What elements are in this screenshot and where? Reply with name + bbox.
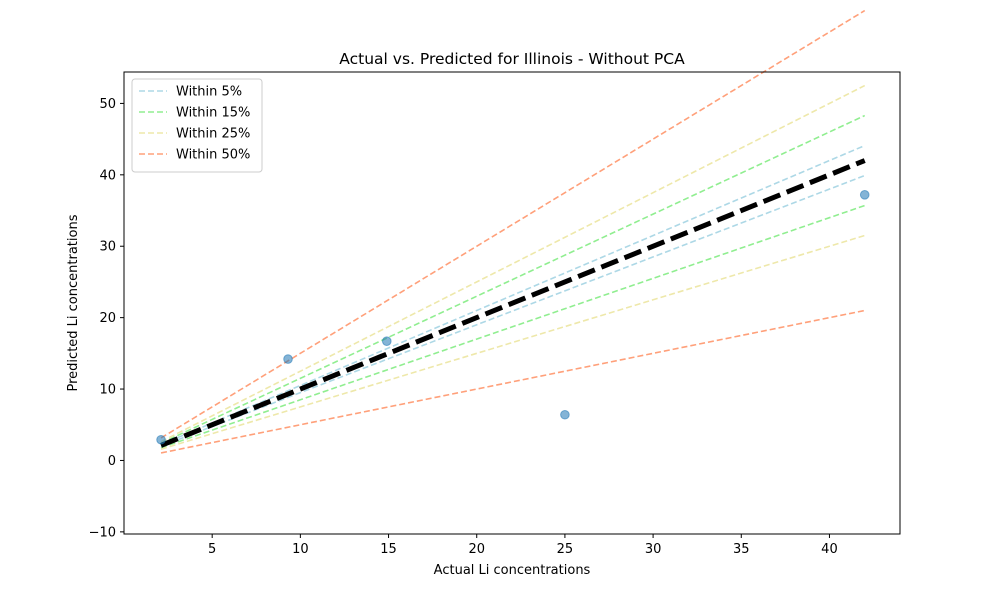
- plot-frame: [123, 71, 901, 535]
- legend-label-3: Within 50%: [176, 148, 250, 163]
- x-axis: 5 10 15 20 25 30 35 40: [208, 534, 838, 557]
- legend-label-1: Within 15%: [176, 106, 250, 121]
- chart-title: Actual vs. Predicted for Illinois - With…: [339, 50, 685, 68]
- band-line-2-lower: [160, 234, 865, 450]
- y-tick-label-1: 0: [108, 454, 116, 469]
- x-tick-label-3: 20: [468, 542, 485, 557]
- data-point-2: [381, 336, 392, 347]
- y-tick-label-0: −10: [89, 525, 116, 540]
- y-tick-label-4: 30: [99, 240, 116, 255]
- x-tick-label-0: 5: [208, 542, 216, 557]
- x-tick-label-5: 30: [645, 542, 662, 557]
- band-line-2-upper: [160, 84, 866, 443]
- band-line-3-lower: [160, 309, 865, 454]
- y-tick-label-2: 10: [99, 383, 116, 398]
- x-tick-label-6: 35: [733, 542, 750, 557]
- legend-label-0: Within 5%: [176, 85, 242, 100]
- band-line-1-lower: [160, 204, 865, 449]
- band-line-0-upper: [160, 144, 866, 446]
- y-axis: −10 0 10 20 30 40 50: [89, 97, 124, 540]
- legend: Within 5% Within 15% Within 25% Within 50%: [131, 78, 263, 173]
- x-tick-label-7: 40: [821, 542, 838, 557]
- band-line-1-upper: [160, 114, 866, 444]
- plot-area: [156, 9, 870, 454]
- legend-label-2: Within 25%: [176, 127, 250, 142]
- x-tick-label-4: 25: [557, 542, 574, 557]
- data-point-1: [283, 354, 293, 364]
- y-axis-label: Predicted Li concentrations: [66, 214, 81, 391]
- legend-box: [131, 78, 263, 173]
- y-tick-label-5: 40: [99, 168, 116, 183]
- ideal-fit-line: [160, 158, 866, 448]
- y-tick-label-6: 50: [99, 97, 116, 112]
- band-line-3-upper: [160, 9, 866, 439]
- data-point-4: [859, 190, 870, 200]
- y-tick-label-3: 20: [99, 311, 116, 326]
- data-point-0: [156, 434, 166, 445]
- data-point-3: [560, 409, 570, 420]
- x-tick-label-1: 10: [292, 542, 309, 557]
- x-axis-label: Actual Li concentrations: [434, 563, 591, 578]
- x-tick-label-2: 15: [380, 542, 397, 557]
